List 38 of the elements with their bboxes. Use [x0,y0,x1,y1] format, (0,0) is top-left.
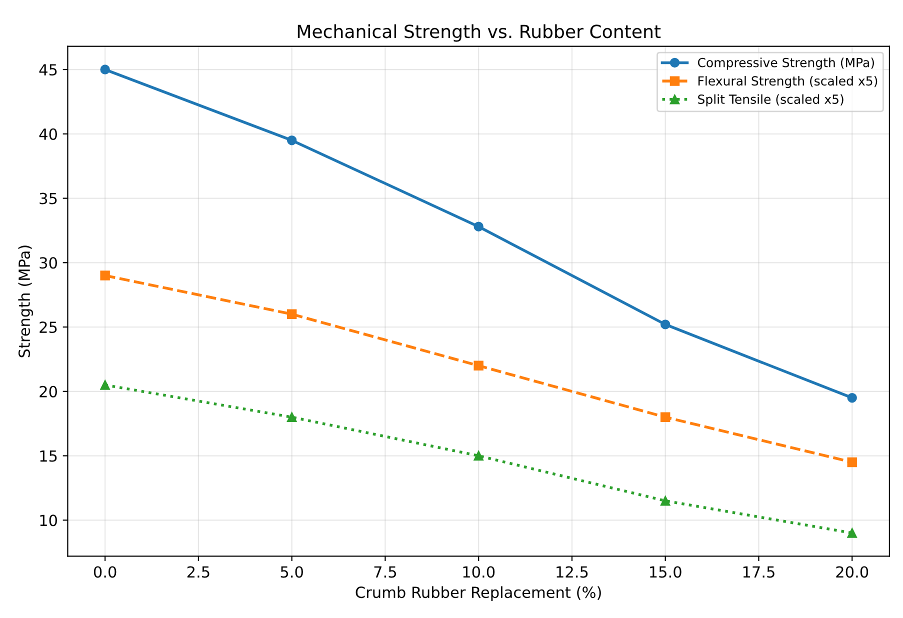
point [100,380,110,390]
x-tick-label: 0.0 [94,566,116,578]
x-tick-label: 5.0 [280,566,303,578]
y-tick-label: 25 [40,321,57,334]
x-tick-label: 17.5 [743,566,774,578]
legend-label: Compressive Strength (MPa) [698,58,874,70]
point [286,135,297,146]
x-tick-label: 2.5 [187,566,210,578]
x-axis-title: Crumb Rubber Replacement (%) [356,586,601,602]
y-tick-label: 15 [40,450,57,462]
y-tick-label: 10 [40,514,57,526]
point [847,528,857,538]
x-tick-label: 10.0 [463,566,495,578]
point [100,64,110,74]
point [474,222,484,232]
y-tick-label: 20 [40,386,57,398]
point [474,450,484,461]
point [474,360,484,371]
point [660,320,670,330]
legend-label: Flexural Strength (scaled x5) [698,76,878,88]
point [100,270,110,280]
y-tick-label: 45 [39,64,57,76]
x-tick-label: 7.5 [374,566,396,578]
legend-label: Split Tensile (scaled x5) [698,94,844,106]
y-tick-label: 40 [39,128,57,140]
point [847,457,857,468]
x-tick-label: 20.0 [836,566,868,578]
y-axis-title: Strength (MPa) [18,246,34,358]
y-tick-label: 30 [40,257,57,269]
x-tick-label: 15.0 [650,566,682,578]
point [660,496,670,506]
point [660,412,670,422]
y-tick-label: 35 [40,192,57,204]
chart-title: Mechanical Strength vs. Rubber Content [298,24,661,42]
point [286,309,297,320]
point [286,412,297,422]
x-tick-label: 12.5 [556,566,588,578]
point [847,392,857,403]
